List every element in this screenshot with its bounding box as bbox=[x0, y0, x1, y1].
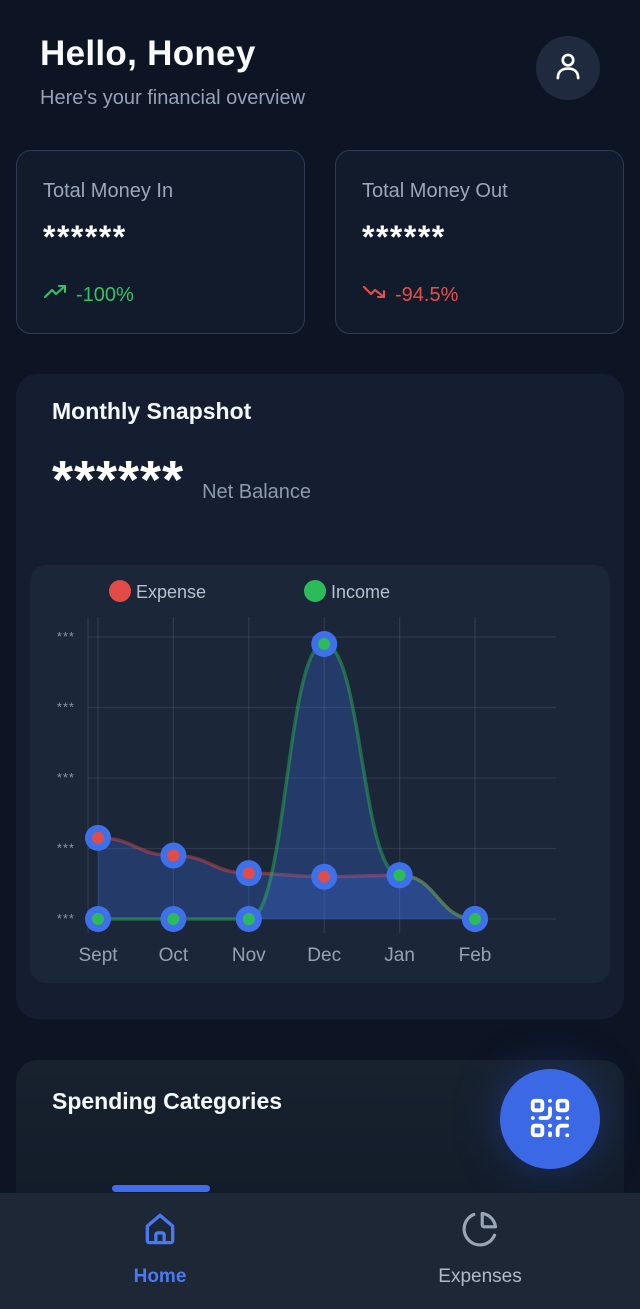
person-icon bbox=[549, 47, 587, 90]
trend-badge: -100% bbox=[43, 280, 278, 310]
nav-items: Home Expenses bbox=[0, 1193, 640, 1309]
monthly-snapshot-card: Monthly Snapshot ****** Net Balance *** *… bbox=[16, 374, 624, 1019]
svg-text:Dec: Dec bbox=[307, 945, 341, 966]
tab-home[interactable]: Home bbox=[0, 1193, 320, 1309]
svg-text:Sept: Sept bbox=[78, 945, 118, 966]
masked-value: ****** bbox=[362, 219, 446, 255]
qr-code-icon bbox=[527, 1095, 573, 1144]
tab-label: Home bbox=[133, 1266, 187, 1287]
qr-scan-button[interactable] bbox=[500, 1069, 600, 1169]
svg-text:***: *** bbox=[57, 700, 75, 715]
page-subtitle: Here's your financial overview bbox=[40, 87, 306, 109]
svg-text:***: *** bbox=[57, 911, 75, 926]
svg-text:Jan: Jan bbox=[384, 945, 415, 966]
svg-text:Feb: Feb bbox=[459, 945, 492, 966]
section-title: Monthly Snapshot bbox=[52, 398, 252, 424]
total-money-out-card: Total Money Out ****** -94.5% bbox=[335, 150, 624, 334]
total-money-in-card: Total Money In ****** -100% bbox=[16, 150, 305, 334]
card-label: Total Money Out bbox=[362, 180, 508, 202]
net-balance-row: ****** Net Balance bbox=[52, 453, 610, 521]
svg-text:***: *** bbox=[57, 841, 75, 856]
svg-text:Income: Income bbox=[331, 582, 390, 602]
section-title: Spending Categories bbox=[52, 1088, 283, 1114]
tab-label: Expenses bbox=[438, 1266, 522, 1287]
masked-balance: ****** bbox=[52, 450, 185, 510]
svg-text:Expense: Expense bbox=[136, 582, 206, 602]
balance-label: Net Balance bbox=[202, 481, 312, 503]
trend-value: -100% bbox=[76, 283, 134, 306]
svg-text:Oct: Oct bbox=[159, 945, 189, 966]
avatar[interactable] bbox=[536, 36, 600, 100]
active-tab-indicator bbox=[112, 1185, 210, 1192]
home-icon bbox=[141, 1210, 179, 1253]
trend-badge: -94.5% bbox=[362, 280, 597, 310]
summary-cards-row: Total Money In ****** -100% Total Money … bbox=[16, 150, 624, 334]
header: Hello, Honey Here's your financial overv… bbox=[0, 0, 640, 110]
svg-text:Nov: Nov bbox=[232, 945, 266, 966]
svg-text:***: *** bbox=[57, 629, 75, 644]
masked-value: ****** bbox=[43, 219, 127, 255]
page-title: Hello, Honey bbox=[40, 34, 256, 73]
income-expense-chart: *** *** *** *** *** Sept Oct Nov Dec Jan Feb Expens… bbox=[57, 580, 556, 966]
trend-value: -94.5% bbox=[395, 283, 459, 306]
svg-text:***: *** bbox=[57, 770, 75, 785]
bottom-nav: Home Expenses bbox=[0, 1185, 640, 1309]
card-label: Total Money In bbox=[43, 180, 174, 202]
trending-down-icon bbox=[362, 280, 386, 310]
monthly-chart: *** *** *** *** *** Sept Oct Nov Dec Jan Feb Expens… bbox=[30, 565, 610, 983]
tab-expenses[interactable]: Expenses bbox=[320, 1193, 640, 1309]
pie-chart-icon bbox=[461, 1210, 499, 1253]
trending-up-icon bbox=[43, 280, 67, 310]
